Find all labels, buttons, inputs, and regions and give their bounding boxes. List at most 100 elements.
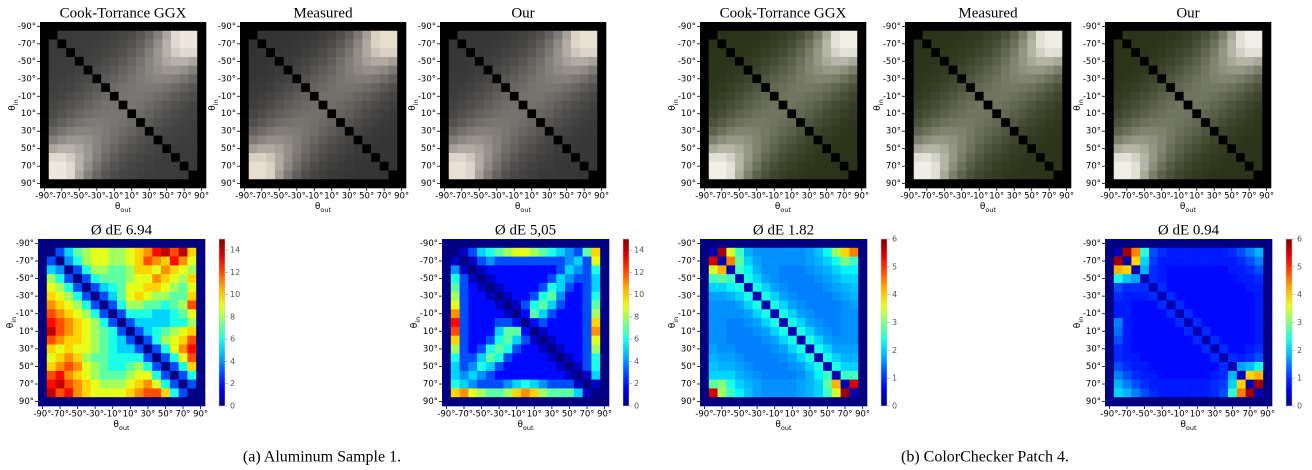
- heatmap-cell: [485, 326, 496, 336]
- image-cell: [74, 118, 84, 128]
- heatmap-cell: [858, 353, 868, 363]
- heatmap-cell: [573, 326, 583, 336]
- heatmap-cell: [1131, 291, 1141, 301]
- colorbar-tick-label: 0: [230, 402, 235, 411]
- image-cell: [74, 56, 84, 66]
- image-cell: [66, 65, 76, 75]
- x-tick-label: -10°: [970, 192, 988, 202]
- heatmap-cell: [743, 370, 754, 380]
- image-cell: [457, 65, 467, 75]
- image-cell: [1062, 65, 1072, 75]
- image-cell: [474, 65, 484, 75]
- heatmap-cell: [582, 318, 592, 328]
- heatmap-cell: [1184, 300, 1194, 310]
- image-cell: [40, 153, 50, 163]
- image-cell: [1166, 30, 1176, 40]
- image-cell: [301, 83, 311, 93]
- image-cell: [939, 179, 949, 189]
- image-cell: [92, 144, 102, 154]
- image-cell: [1244, 74, 1254, 84]
- axis-label: θout: [1180, 202, 1197, 215]
- image-cell: [48, 109, 58, 119]
- heatmap-cell: [494, 370, 504, 380]
- y-tick-label: -30°: [1083, 292, 1101, 302]
- heatmap-cell: [1245, 362, 1255, 372]
- heatmap-cell: [1228, 397, 1238, 407]
- image-cell: [318, 118, 328, 128]
- heatmap-cell: [538, 326, 548, 336]
- heatmap-cell: [849, 379, 859, 389]
- image-cell: [118, 153, 128, 163]
- image-cell: [1253, 126, 1263, 136]
- heatmap-cell: [99, 274, 109, 284]
- image-cell: [57, 100, 67, 110]
- heatmap-cell: [823, 353, 833, 363]
- image-cell: [1201, 30, 1211, 40]
- image-cell: [1113, 170, 1123, 180]
- image-cell: [292, 135, 302, 145]
- heatmap-cell: [503, 247, 513, 257]
- image-cell: [48, 39, 58, 49]
- image-cell: [1244, 30, 1254, 40]
- image-cell: [1262, 153, 1272, 163]
- image-cell: [40, 170, 50, 180]
- heatmap-cell: [1175, 326, 1185, 336]
- heatmap-cell: [573, 397, 583, 407]
- heatmap-cell: [823, 256, 833, 266]
- heatmap-cell: [99, 326, 109, 336]
- image-cell: [397, 161, 407, 171]
- image-cell: [848, 126, 858, 136]
- heatmap-cell: [196, 309, 206, 319]
- heatmap-cell: [735, 239, 745, 249]
- heatmap-cell: [196, 397, 206, 407]
- heatmap-cell: [840, 353, 850, 363]
- y-tick-label: -30°: [1083, 74, 1101, 84]
- heatmap-cell: [779, 274, 789, 284]
- image-cell: [597, 161, 607, 171]
- heatmap-cell: [468, 239, 478, 249]
- image-cell: [544, 161, 554, 171]
- heatmap-cell: [840, 247, 850, 257]
- heatmap-cell: [494, 265, 504, 275]
- heatmap-cell: [556, 309, 566, 319]
- heatmap-cell: [743, 309, 754, 319]
- image-cell: [309, 48, 319, 58]
- y-tick-label: 50°: [886, 144, 901, 154]
- image-cell: [1009, 83, 1019, 93]
- image-cell: [153, 22, 163, 32]
- image-cell: [848, 100, 858, 110]
- image-cell: [379, 153, 389, 163]
- heatmap-cell: [1140, 397, 1150, 407]
- image-cell: [571, 83, 581, 93]
- image-cell: [448, 30, 458, 40]
- heatmap-cell: [831, 309, 841, 319]
- heatmap-cell: [600, 379, 610, 389]
- image-cell: [974, 74, 984, 84]
- heatmap-cell: [1201, 344, 1211, 354]
- image-cell: [501, 144, 511, 154]
- heatmap-cell: [752, 362, 762, 372]
- heatmap-cell: [477, 309, 487, 319]
- image-cell: [717, 39, 727, 49]
- heatmap-cell: [485, 388, 496, 398]
- heatmap-cell: [152, 370, 162, 380]
- heatmap-cell: [823, 318, 833, 328]
- y-tick-label: 50°: [21, 144, 36, 154]
- heatmap-cell: [565, 256, 575, 266]
- image-cell: [966, 144, 976, 154]
- image-cell: [708, 153, 718, 163]
- image-cell: [336, 179, 346, 189]
- image-cell: [831, 100, 841, 110]
- image-cell: [831, 179, 841, 189]
- image-cell: [536, 161, 546, 171]
- heatmap-cell: [477, 326, 487, 336]
- heatmap-cell: [196, 370, 206, 380]
- image-cell: [162, 153, 172, 163]
- heatmap-cell: [1148, 247, 1159, 257]
- heatmap-cell: [442, 274, 452, 284]
- heatmap-cell: [1175, 274, 1185, 284]
- image-cell: [813, 144, 823, 154]
- heatmap-cell: [582, 397, 592, 407]
- heatmap-cell: [161, 256, 171, 266]
- y-tick-label: 70°: [681, 162, 696, 172]
